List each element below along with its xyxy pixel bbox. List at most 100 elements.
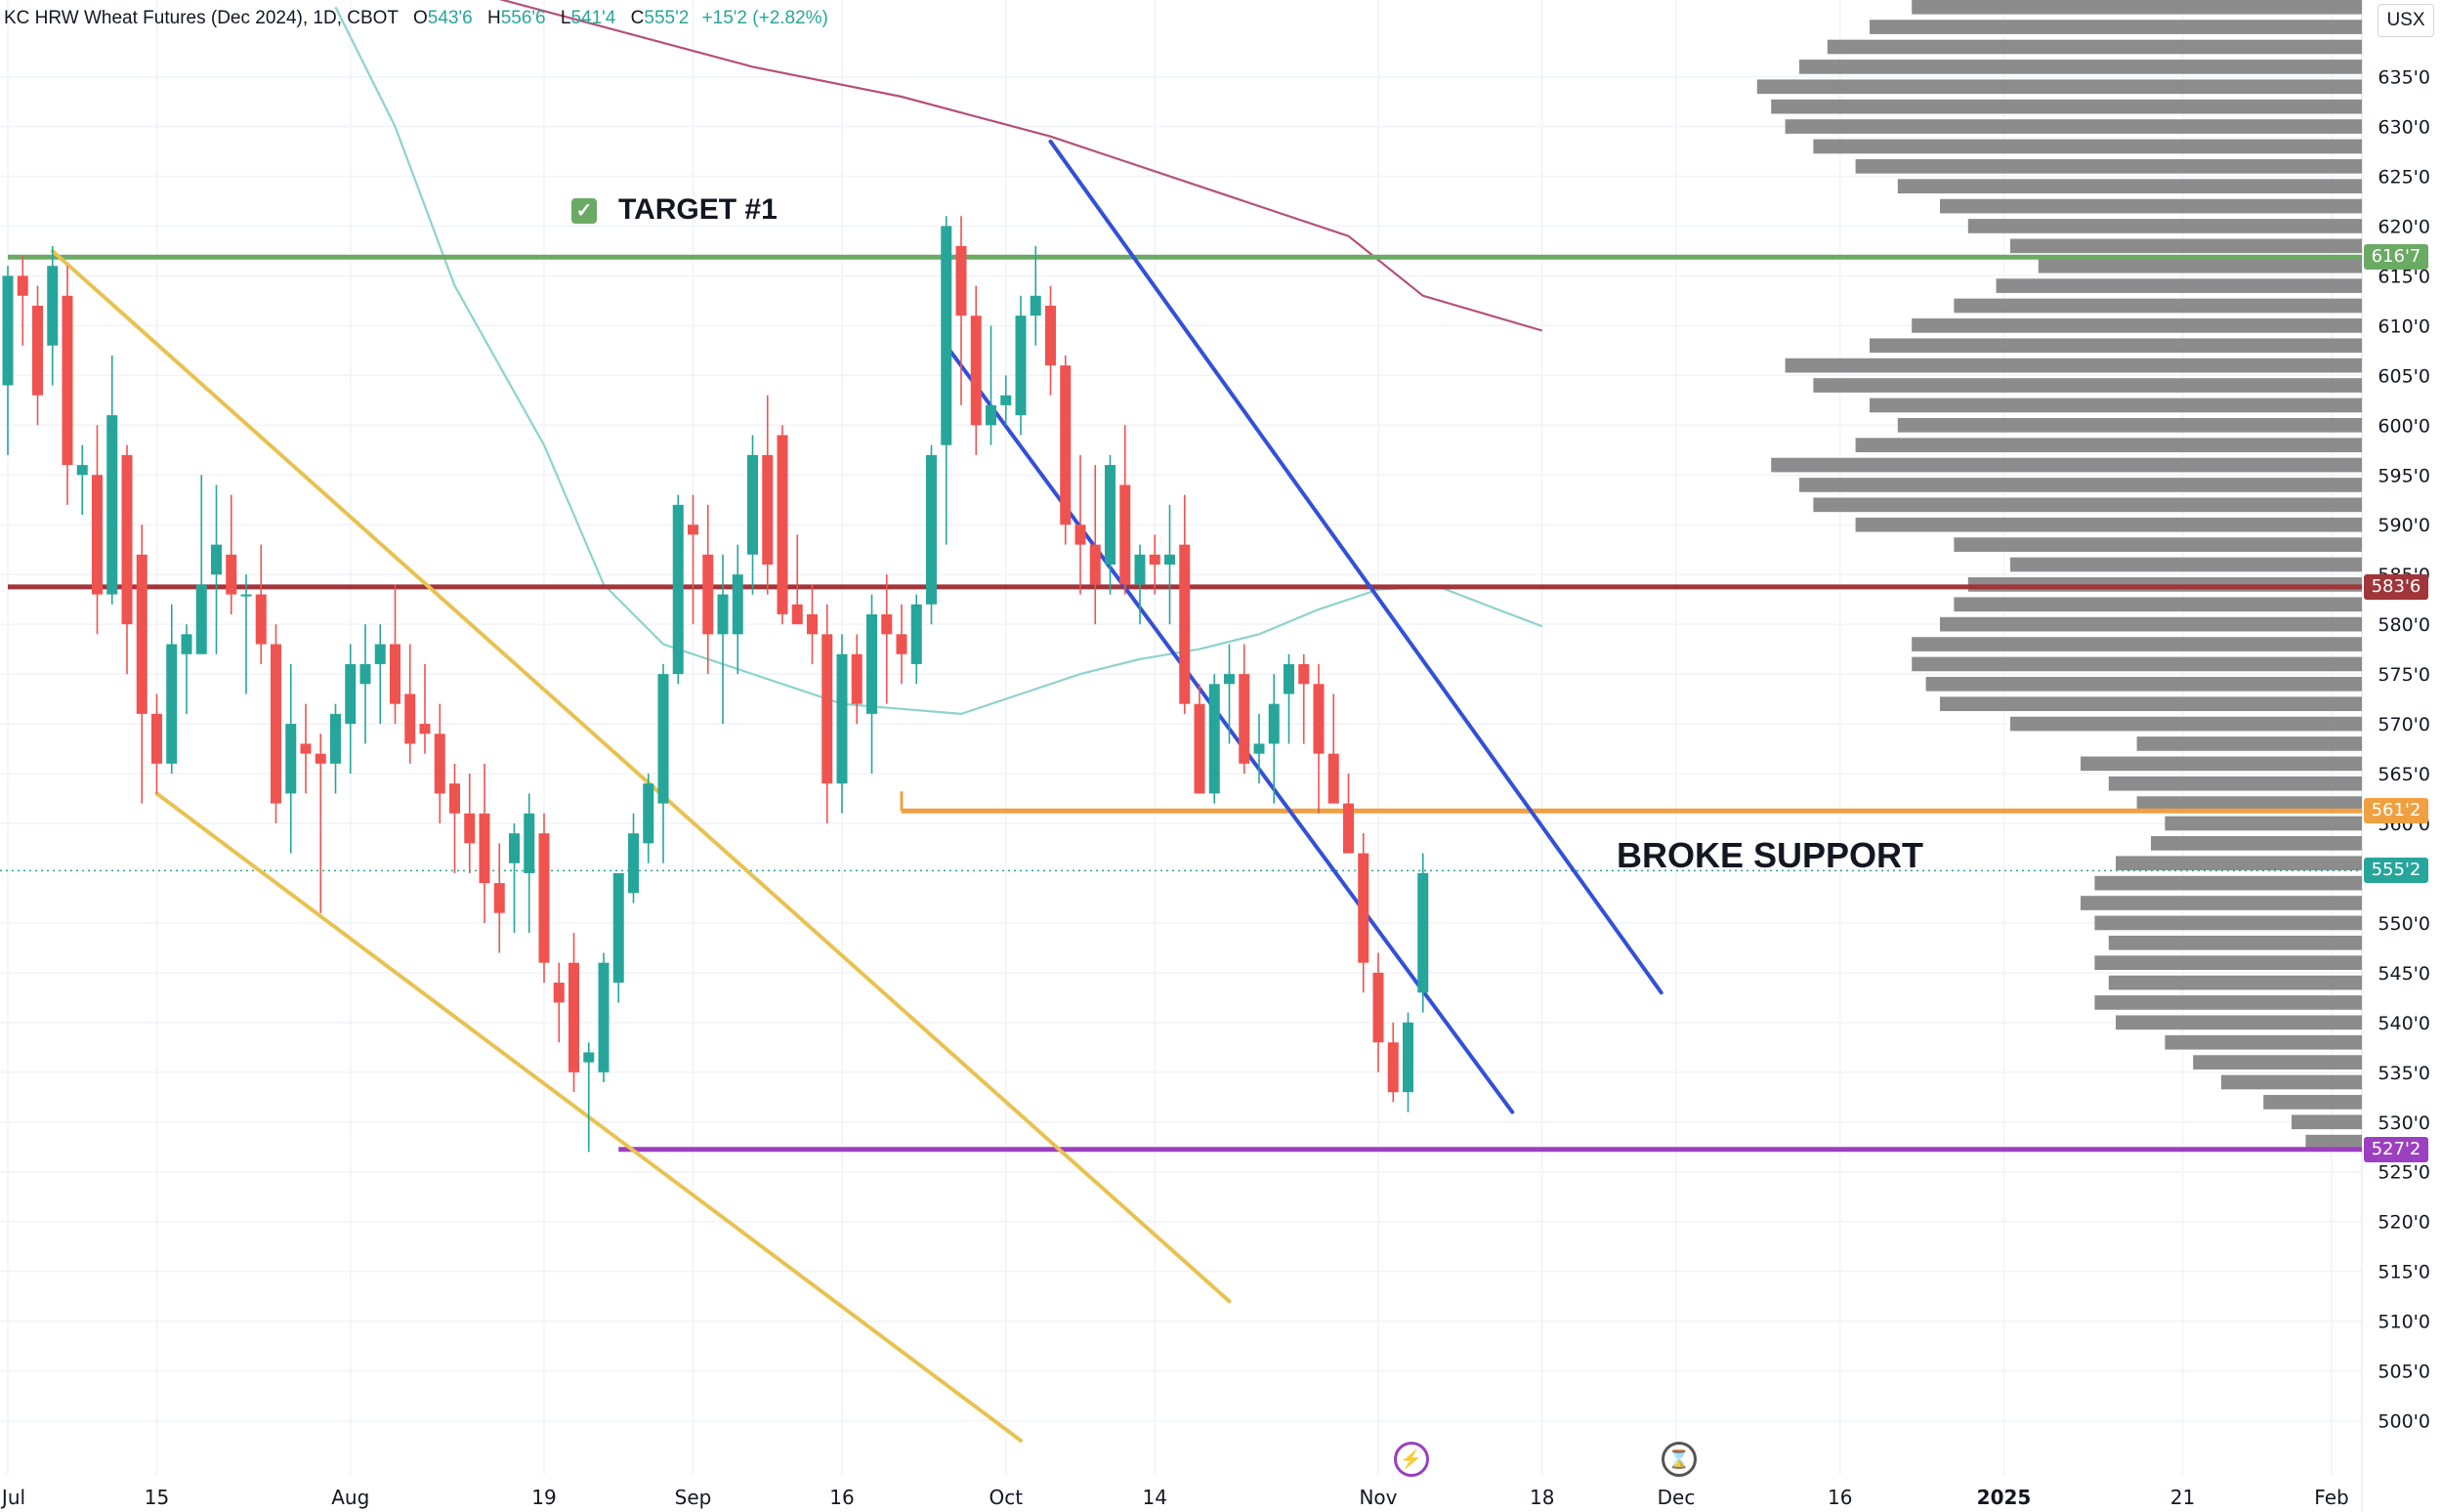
candle: [136, 525, 147, 804]
candle: [419, 663, 431, 754]
candle: [1164, 504, 1175, 625]
volume-profile-bar: [2263, 1095, 2362, 1110]
volume-profile-bar: [1813, 497, 2362, 513]
target-annotation[interactable]: ✓ TARGET #1: [571, 193, 778, 227]
x-tick-label: Feb: [2314, 1486, 2348, 1509]
y-tick-label: 575'0: [2378, 664, 2430, 686]
candle-body: [643, 783, 654, 844]
candle-body: [762, 454, 774, 565]
volume-profile-bar: [1940, 616, 2362, 632]
candle-body: [688, 525, 698, 535]
candle: [151, 693, 162, 794]
candle-body: [986, 404, 996, 426]
broke-support-annotation[interactable]: BROKE SUPPORT: [1617, 835, 1924, 875]
candle-body: [32, 305, 43, 396]
candle-body: [285, 724, 297, 794]
volume-profile-bar: [1967, 577, 2362, 592]
symbol-header[interactable]: KC HRW Wheat Futures (Dec 2024), 1D, CBO…: [4, 4, 828, 33]
candle-body: [1372, 972, 1384, 1043]
candle-body: [226, 554, 237, 595]
candle: [896, 604, 907, 685]
candle: [941, 216, 952, 545]
price-tag: 555'2: [2364, 858, 2428, 884]
low-value: 541'4: [570, 8, 616, 28]
candle: [226, 494, 237, 614]
candle: [672, 494, 684, 685]
candle-body: [583, 1052, 595, 1063]
candle: [1208, 674, 1220, 804]
candle: [1105, 454, 1116, 595]
candle: [910, 594, 922, 685]
candle-body: [1387, 1042, 1399, 1093]
candle-body: [419, 724, 431, 735]
x-tick-label: Dec: [1658, 1486, 1696, 1509]
check-icon: ✓: [571, 198, 597, 225]
candle: [1343, 774, 1354, 854]
candle-body: [866, 613, 877, 714]
candle: [866, 594, 877, 775]
candle: [255, 544, 267, 664]
volume-profile-bar: [1785, 119, 2362, 134]
candle: [195, 475, 207, 654]
candle-body: [1015, 315, 1027, 416]
volume-profile-bar: [2292, 1114, 2362, 1130]
y-tick-label: 510'0: [2378, 1312, 2430, 1333]
lightning-icon[interactable]: ⚡: [1393, 1442, 1429, 1477]
hourglass-icon[interactable]: ⌛: [1662, 1442, 1697, 1477]
open-label: O: [412, 8, 428, 28]
volume-profile-bar: [1954, 298, 2362, 314]
y-tick-label: 530'0: [2378, 1113, 2430, 1134]
candle-body: [464, 813, 476, 844]
candle-body: [524, 813, 535, 873]
y-tick-label: 625'0: [2378, 166, 2430, 188]
y-tick-label: 590'0: [2378, 515, 2430, 536]
trend-line: [1048, 139, 1663, 995]
candle-body: [151, 713, 162, 764]
volume-profile-bar: [1912, 637, 2362, 651]
candle-body: [732, 574, 743, 635]
candle: [1089, 465, 1101, 625]
candle-body: [1060, 365, 1072, 525]
candle: [464, 774, 476, 873]
currency-button[interactable]: USX: [2378, 4, 2434, 37]
high-value: 556'6: [500, 8, 546, 28]
candle-body: [374, 644, 386, 664]
y-tick-label: 500'0: [2378, 1411, 2430, 1433]
candle: [181, 624, 192, 714]
volume-profile-bar: [2116, 856, 2362, 871]
candle: [271, 624, 281, 823]
candle: [315, 734, 326, 913]
x-tick-label: 18: [1530, 1486, 1554, 1509]
volume-profile-bar: [2193, 1055, 2362, 1070]
candle-body: [300, 743, 312, 754]
candle: [62, 266, 73, 505]
candle: [524, 793, 535, 934]
candle-body: [315, 753, 326, 764]
candle: [538, 813, 550, 984]
volume-profile-bar: [1756, 79, 2362, 95]
candle-body: [434, 734, 445, 794]
candle: [1000, 375, 1012, 426]
candle-body: [211, 544, 222, 575]
y-tick-label: 540'0: [2378, 1013, 2430, 1034]
time-axis[interactable]: Jul 15 Aug 19 Sep 16 Oct 14 Nov 18 Dec 16 2025 21 Feb: [0, 1486, 2349, 1509]
volume-profile-bar: [1912, 656, 2362, 672]
candle-body: [1045, 305, 1056, 366]
x-tick-label: Nov: [1359, 1486, 1397, 1509]
volume-profile-bar: [1996, 278, 2362, 293]
y-tick-label: 630'0: [2378, 117, 2430, 139]
candle-body: [390, 644, 400, 704]
candle-body: [271, 644, 281, 804]
candle-body: [1179, 544, 1191, 704]
y-tick-label: 505'0: [2378, 1362, 2430, 1383]
candle-body: [62, 295, 73, 466]
candle-body: [1358, 853, 1369, 963]
candle: [1284, 653, 1294, 744]
candle: [1119, 425, 1131, 595]
candle-body: [881, 613, 893, 635]
candle-body: [791, 604, 803, 625]
x-tick-label: 2025: [1977, 1486, 2032, 1509]
price-axis[interactable]: 635'0 630'0 625'0 620'0 615'0 610'0 605'0 600'0…: [2363, 0, 2442, 1512]
volume-profile-bar: [2116, 1015, 2362, 1030]
